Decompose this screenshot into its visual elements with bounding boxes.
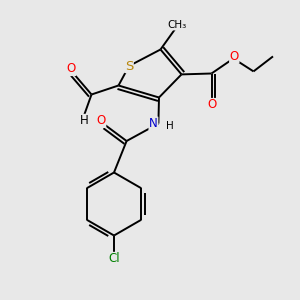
Text: N: N [149, 117, 158, 130]
Text: O: O [230, 50, 239, 63]
Text: O: O [97, 114, 106, 128]
Text: S: S [125, 59, 133, 73]
Text: CH₃: CH₃ [167, 20, 187, 30]
Text: Cl: Cl [108, 252, 120, 266]
Text: H: H [80, 114, 88, 128]
Text: H: H [166, 121, 174, 131]
Text: O: O [67, 62, 76, 76]
Text: O: O [207, 98, 216, 112]
